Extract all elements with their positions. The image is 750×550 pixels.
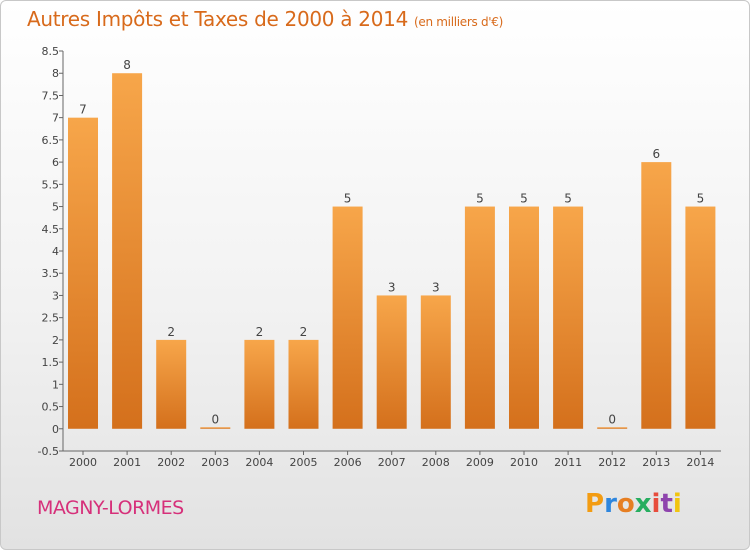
bar xyxy=(376,295,407,429)
x-tick-label: 2001 xyxy=(113,456,141,469)
logo-letter: P xyxy=(585,489,605,519)
data-label: 7 xyxy=(79,103,87,117)
bar xyxy=(288,339,319,429)
y-tick-label: 8.5 xyxy=(42,45,60,58)
x-tick-label: 2007 xyxy=(378,456,406,469)
logo-letter: o xyxy=(616,489,635,519)
x-tick-label: 2013 xyxy=(642,456,670,469)
y-tick-label: 1 xyxy=(52,378,59,391)
x-tick-label: 2004 xyxy=(245,456,273,469)
data-label: 2 xyxy=(167,325,175,339)
data-label: 0 xyxy=(608,412,616,426)
y-tick-label: 0 xyxy=(52,423,59,436)
bar xyxy=(244,339,275,429)
y-tick-label: 3.5 xyxy=(42,267,60,280)
y-tick-label: 8 xyxy=(52,67,59,80)
y-tick-label: 1.5 xyxy=(42,356,60,369)
y-tick-label: 6 xyxy=(52,156,59,169)
data-label: 5 xyxy=(344,192,352,206)
x-tick-label: 2010 xyxy=(510,456,538,469)
y-tick-label: 4.5 xyxy=(42,223,60,236)
data-label: 5 xyxy=(564,192,572,206)
x-tick-label: 2005 xyxy=(290,456,318,469)
y-tick-label: 7.5 xyxy=(42,89,60,102)
bar xyxy=(156,339,187,429)
data-label: 5 xyxy=(520,192,528,206)
bar xyxy=(597,427,628,429)
chart-subtitle: (en milliers d'€) xyxy=(414,15,504,29)
bar xyxy=(68,117,98,429)
x-tick-label: 2003 xyxy=(201,456,229,469)
y-tick-label: 3 xyxy=(52,289,59,302)
bar xyxy=(332,206,363,429)
logo-letter: t xyxy=(660,489,673,519)
y-tick-label: 5 xyxy=(52,201,59,214)
x-tick-label: 2011 xyxy=(554,456,582,469)
logo-letter: i xyxy=(672,489,682,519)
commune-name: MAGNY-LORMES xyxy=(37,497,184,519)
y-tick-label: 4 xyxy=(52,245,59,258)
y-tick-label: -0.5 xyxy=(38,445,59,458)
y-tick-label: 2.5 xyxy=(42,312,60,325)
x-tick-label: 2000 xyxy=(69,456,97,469)
bar xyxy=(200,427,231,429)
y-tick-label: 2 xyxy=(52,334,59,347)
data-label: 5 xyxy=(476,192,484,206)
x-tick-label: 2012 xyxy=(598,456,626,469)
x-tick-label: 2014 xyxy=(686,456,714,469)
data-label: 5 xyxy=(697,192,705,206)
bar xyxy=(553,206,584,429)
data-label: 2 xyxy=(256,325,264,339)
proxiti-logo: Proxiti xyxy=(585,489,682,519)
x-tick-label: 2008 xyxy=(422,456,450,469)
bar xyxy=(112,73,143,429)
x-tick-label: 2006 xyxy=(334,456,362,469)
y-tick-label: 6.5 xyxy=(42,134,60,147)
bar xyxy=(420,295,451,429)
data-label: 0 xyxy=(211,412,219,426)
data-label: 8 xyxy=(123,58,131,72)
data-label: 3 xyxy=(432,280,440,294)
bar xyxy=(509,206,539,429)
logo-letter: x xyxy=(634,489,652,519)
y-tick-label: 7 xyxy=(52,112,59,125)
x-tick-label: 2009 xyxy=(466,456,494,469)
logo-letter: i xyxy=(651,489,661,519)
bar xyxy=(641,162,672,429)
y-tick-label: 5.5 xyxy=(42,178,60,191)
bar xyxy=(685,206,716,429)
x-tick-label: 2002 xyxy=(157,456,185,469)
data-label: 3 xyxy=(388,280,396,294)
data-label: 2 xyxy=(300,325,308,339)
chart-title-text: Autres Impôts et Taxes de 2000 à 2014 xyxy=(27,7,408,31)
y-tick-label: 0.5 xyxy=(42,401,60,414)
chart-title: Autres Impôts et Taxes de 2000 à 2014 (en… xyxy=(27,7,503,31)
logo-letter: r xyxy=(604,489,617,519)
bar xyxy=(464,206,495,429)
data-label: 6 xyxy=(652,147,660,161)
